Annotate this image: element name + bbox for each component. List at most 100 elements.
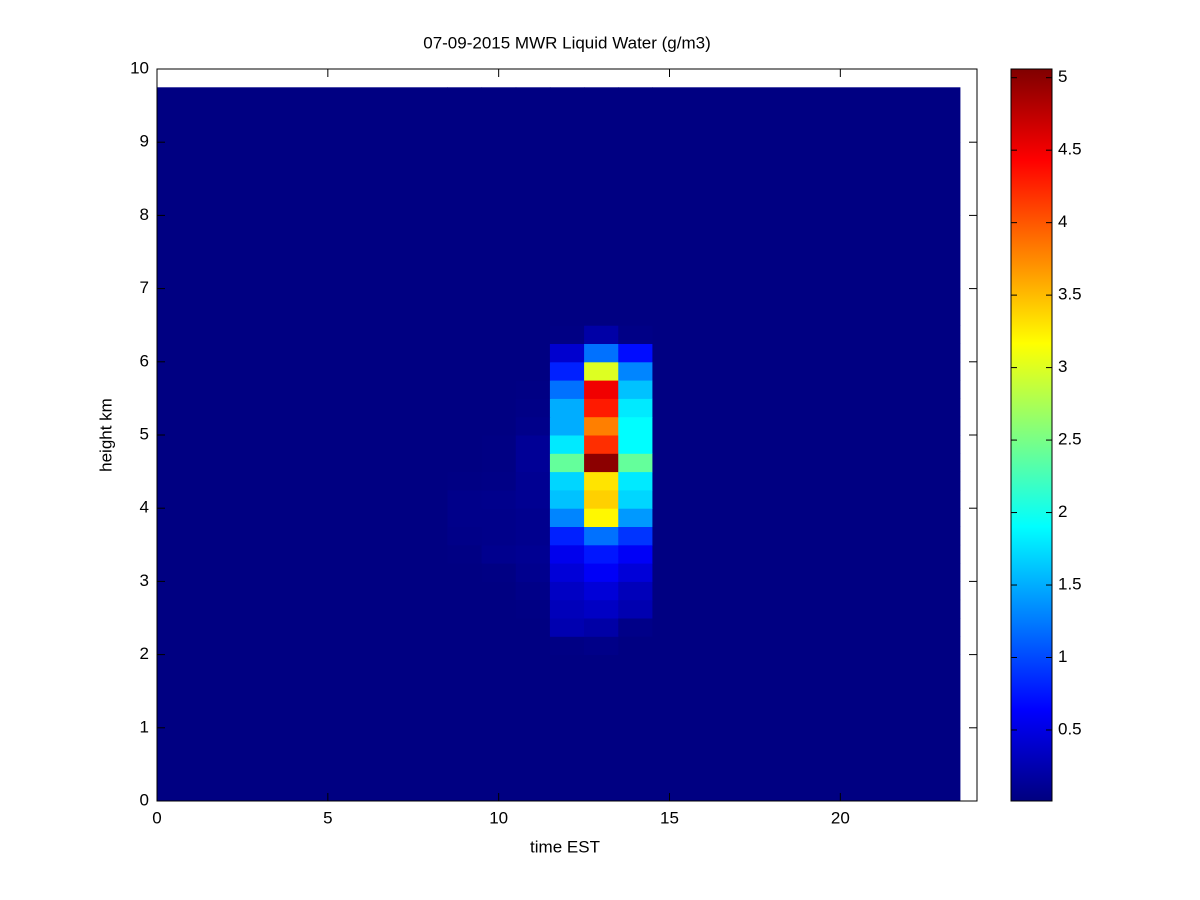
heatmap-cell [515, 435, 551, 454]
heatmap-cell [481, 508, 517, 527]
heatmap-cell [447, 361, 483, 381]
heatmap-cell [481, 215, 517, 290]
heatmap-cell [447, 416, 483, 436]
heatmap-cell [157, 361, 448, 381]
heatmap-cell [652, 453, 961, 473]
heatmap-cell [652, 361, 961, 381]
heatmap-cell [549, 416, 585, 436]
heatmap-cell [652, 343, 961, 363]
heatmap-cell [652, 471, 961, 491]
heatmap-cell [481, 398, 517, 418]
chart-title: 07-09-2015 MWR Liquid Water (g/m3) [423, 33, 711, 52]
heatmap-cell [549, 142, 585, 216]
x-tick-label: 0 [152, 808, 161, 827]
heatmap-cell [618, 508, 653, 527]
heatmap-cell [515, 398, 551, 418]
heatmap-cell [584, 416, 619, 436]
heatmap-cell [447, 563, 483, 582]
heatmap-cell [515, 87, 551, 143]
heatmap-cell [447, 489, 483, 509]
heatmap-cell [549, 471, 585, 491]
heatmap-cell [618, 544, 653, 564]
colorbar-tick-label: 1.5 [1058, 575, 1082, 594]
heatmap-cell [652, 398, 961, 418]
heatmap-cell [652, 435, 961, 454]
heatmap-cell [481, 727, 517, 802]
colorbar-tick-label: 5 [1058, 67, 1067, 86]
heatmap-cell [652, 87, 961, 143]
heatmap-cell [447, 581, 483, 601]
heatmap-cell [515, 636, 551, 656]
heatmap-cell [549, 727, 585, 802]
colorbar-tick-label: 2 [1058, 502, 1067, 521]
heatmap-cell [447, 599, 483, 619]
heatmap-cell [157, 416, 448, 436]
x-tick-label: 20 [831, 808, 850, 827]
heatmap-cell [652, 325, 961, 344]
heatmap-cell [618, 361, 653, 381]
heatmap-cell [652, 380, 961, 399]
heatmap-cell [157, 544, 448, 564]
x-tick-label: 5 [323, 808, 332, 827]
heatmap-cell [157, 142, 448, 216]
heatmap-cell [652, 416, 961, 436]
y-tick-label: 0 [140, 790, 149, 809]
heatmap-cell [584, 489, 619, 509]
heatmap-cell [618, 727, 653, 802]
y-axis-label: height km [96, 398, 115, 472]
colorbar-tick-label: 4 [1058, 212, 1067, 231]
heatmap-cell [584, 654, 619, 729]
heatmap-cell [447, 142, 483, 216]
y-tick-label: 7 [140, 278, 149, 297]
heatmap-cell [157, 453, 448, 473]
heatmap-cell [618, 581, 653, 601]
heatmap-cell [618, 654, 653, 729]
heatmap-cell [447, 727, 483, 802]
heatmap-cell [584, 636, 619, 656]
heatmap-cell [481, 325, 517, 344]
heatmap-cell [584, 508, 619, 527]
heatmap-cell [157, 563, 448, 582]
heatmap-cell [618, 288, 653, 326]
heatmap-cell [515, 654, 551, 729]
heatmap-cell [447, 544, 483, 564]
x-tick-label: 15 [660, 808, 679, 827]
heatmap-cell [515, 416, 551, 436]
heatmap-cell [157, 508, 448, 527]
heatmap-cell [157, 599, 448, 619]
heatmap-cell [515, 489, 551, 509]
heatmap-cell [652, 508, 961, 527]
heatmap-cell [447, 618, 483, 637]
heatmap-cell [652, 581, 961, 601]
heatmap-cell [549, 544, 585, 564]
heatmap-cell [515, 581, 551, 601]
heatmap-cell [652, 599, 961, 619]
heatmap-cell [618, 453, 653, 473]
heatmap-cell [481, 416, 517, 436]
heatmap-cell [481, 526, 517, 546]
heatmap-cell [652, 526, 961, 546]
heatmap-cell [549, 508, 585, 527]
heatmap-cell [618, 636, 653, 656]
x-axis-label: time EST [530, 837, 600, 856]
y-tick-label: 8 [140, 205, 149, 224]
heatmap-cell [481, 380, 517, 399]
heatmap-cell [157, 654, 448, 729]
heatmap-cell [618, 325, 653, 344]
colorbar [1010, 68, 1053, 802]
heatmap-cell [157, 618, 448, 637]
heatmap-cell [618, 618, 653, 637]
heatmap-cell [447, 654, 483, 729]
heatmap-cell [549, 563, 585, 582]
heatmap-cell [515, 142, 551, 216]
heatmap [157, 87, 961, 802]
heatmap-cell [549, 87, 585, 143]
heatmap-cell [584, 142, 619, 216]
y-tick-label: 2 [140, 644, 149, 663]
heatmap-cell [515, 618, 551, 637]
heatmap-cell [584, 471, 619, 491]
y-tick-label: 6 [140, 351, 149, 370]
heatmap-cell [481, 599, 517, 619]
heatmap-cell [549, 453, 585, 473]
